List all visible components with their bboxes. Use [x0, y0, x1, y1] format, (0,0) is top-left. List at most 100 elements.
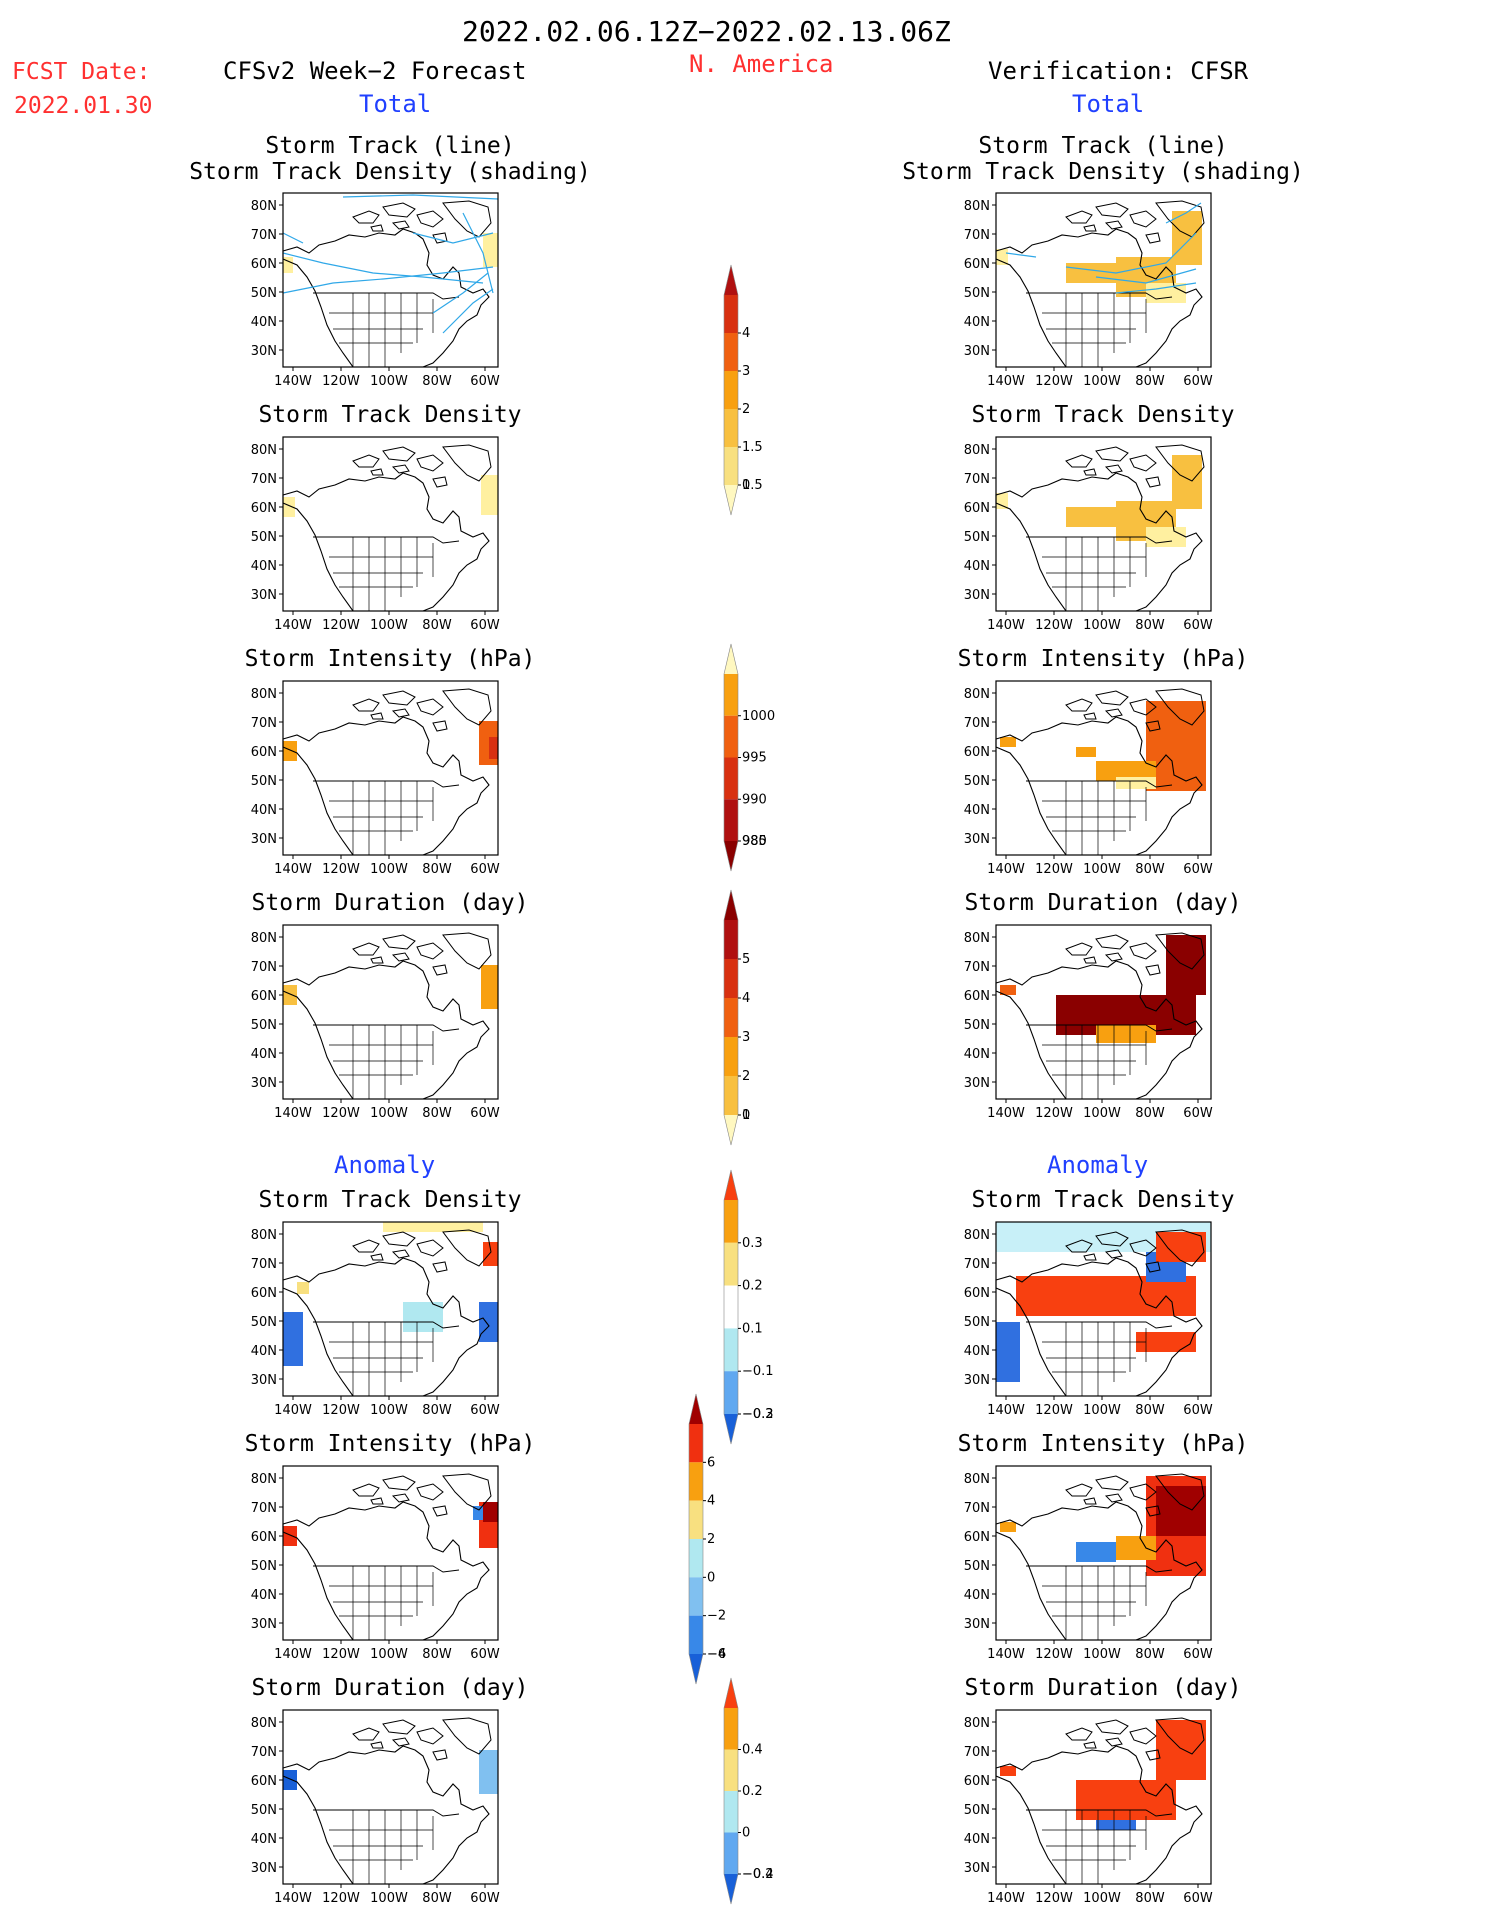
national-border: [313, 536, 460, 544]
shading-cell: [1000, 985, 1016, 995]
lon-label: 60W: [470, 1106, 500, 1121]
lat-label: 80N: [964, 443, 990, 458]
island-outline: [1155, 444, 1205, 482]
storm-track-line: [412, 232, 494, 244]
island-outline: [1129, 942, 1157, 960]
lon-label: 60W: [1183, 1106, 1213, 1121]
forecast-date-label: FCST Date:: [12, 59, 151, 85]
lon-label: 100W: [1083, 618, 1121, 633]
lat-label: 70N: [964, 1745, 990, 1760]
lat-label: 70N: [251, 472, 277, 487]
island-outline: [1083, 1741, 1097, 1749]
lat-label: 30N: [964, 832, 990, 847]
state-lines: [1042, 781, 1147, 855]
storm-track-line: [462, 212, 494, 294]
colorbar-outline: [688, 1393, 704, 1685]
map-fcst-anom-density: 80N 70N 60N 50N 40N 30N 140W 120W 100W 80W 60W: [251, 1221, 500, 1418]
island-outline: [442, 200, 492, 238]
colorbar-swatch: [724, 1328, 738, 1372]
lat-label: 40N: [251, 1588, 277, 1603]
lat-label: 40N: [964, 315, 990, 330]
colorbar-label: −0.1: [742, 1364, 774, 1379]
lon-label: 60W: [470, 1403, 500, 1418]
island-outline: [1155, 932, 1205, 970]
lat-label: 70N: [964, 228, 990, 243]
map-fcst-anom-intensity: 80N 70N 60N 50N 40N 30N 140W 120W 100W 80W 60W: [251, 1465, 500, 1662]
state-lines: [1042, 537, 1147, 611]
map-canvas: 80N 70N 60N 50N 40N 30N 140W 120W 100W 80W 60W: [964, 1709, 1213, 1906]
lat-label: 40N: [964, 1344, 990, 1359]
map-frame: [995, 1465, 1212, 1641]
total-label-left: Total: [359, 90, 432, 118]
colorbar-swatch: [724, 1371, 738, 1414]
island-outline: [416, 942, 444, 960]
island-outline: [1104, 1737, 1123, 1747]
map-frame: [282, 436, 499, 612]
colorbar-swatch: [724, 1708, 738, 1750]
map-verif-anom-density: 80N 70N 60N 50N 40N 30N 140W 120W 100W 80W 60W: [964, 1221, 1213, 1418]
lon-label: 80W: [422, 618, 452, 633]
island-outline: [1065, 698, 1093, 712]
map-frame: [282, 680, 499, 856]
island-outline: [352, 210, 380, 224]
map-frame: [995, 1221, 1212, 1397]
island-outline: [370, 712, 384, 720]
colorbar-label: −0.4: [742, 1867, 774, 1882]
lon-label: 80W: [422, 1403, 452, 1418]
island-outline: [382, 690, 416, 706]
state-lines: [1042, 1810, 1147, 1884]
lon-label: 140W: [987, 374, 1025, 389]
island-outline: [1129, 698, 1157, 716]
lat-label: 60N: [964, 1530, 990, 1545]
colorbar-label: 0.3: [742, 1236, 763, 1251]
lon-label: 100W: [370, 862, 408, 877]
lon-label: 100W: [370, 1647, 408, 1662]
storm-track-line: [442, 288, 494, 334]
colorbar-label: 1: [742, 478, 750, 493]
shading-cell: [996, 493, 1008, 509]
colorbar-swatch: [724, 295, 738, 333]
colorbar-label: −0.2: [742, 1407, 774, 1422]
shading-cell: [996, 249, 1008, 265]
map-canvas: 80N 70N 60N 50N 40N 30N 140W 120W 100W 80W 60W: [251, 436, 500, 633]
island-outline: [1145, 720, 1161, 732]
period-title: 2022.02.06.12Z−2022.02.13.06Z: [462, 15, 951, 48]
island-outline: [391, 708, 410, 718]
lat-label: 80N: [964, 1716, 990, 1731]
island-outline: [442, 444, 492, 482]
shading-cell: [1076, 1780, 1176, 1820]
lon-label: 120W: [322, 862, 360, 877]
map-canvas: 80N 70N 60N 50N 40N 30N 140W 120W 100W 80W 60W: [964, 924, 1213, 1121]
colorbar-swatch: [724, 959, 738, 998]
island-outline: [1065, 210, 1093, 224]
panel-title-anom-duration-left: Storm Duration (day): [251, 1675, 529, 1701]
shading-cell: [1156, 1232, 1206, 1262]
lon-label: 80W: [1135, 618, 1165, 633]
island-outline: [442, 1229, 492, 1267]
island-outline: [370, 1741, 384, 1749]
storm-track-line: [342, 194, 499, 200]
colorbar-label: −0.2: [742, 1867, 774, 1882]
coastline: [995, 1745, 1203, 1885]
lat-label: 30N: [251, 1617, 277, 1632]
lat-label: 60N: [964, 501, 990, 516]
lon-label: 100W: [1083, 1891, 1121, 1906]
shading-cell: [403, 1302, 443, 1332]
map-verif-anom-duration: 80N 70N 60N 50N 40N 30N 140W 120W 100W 80W 60W: [964, 1709, 1213, 1906]
lat-label: 70N: [251, 960, 277, 975]
lat-label: 80N: [251, 1228, 277, 1243]
lon-label: 60W: [1183, 1647, 1213, 1662]
map-fcst-total-density: 80N 70N 60N 50N 40N 30N 140W 120W 100W 80W 60W: [251, 436, 500, 633]
lon-label: 100W: [1083, 1647, 1121, 1662]
shading-cell: [1096, 1820, 1136, 1830]
lat-label: 70N: [964, 960, 990, 975]
colorbar-swatch: [724, 674, 738, 716]
lon-label: 80W: [1135, 1891, 1165, 1906]
island-outline: [1104, 220, 1123, 230]
island-outline: [382, 1475, 416, 1491]
map-verif-total-density: 80N 70N 60N 50N 40N 30N 140W 120W 100W 80W 60W: [964, 436, 1213, 633]
lat-label: 70N: [251, 1257, 277, 1272]
lon-label: 60W: [1183, 1403, 1213, 1418]
colorbar-outline: [723, 889, 739, 1146]
